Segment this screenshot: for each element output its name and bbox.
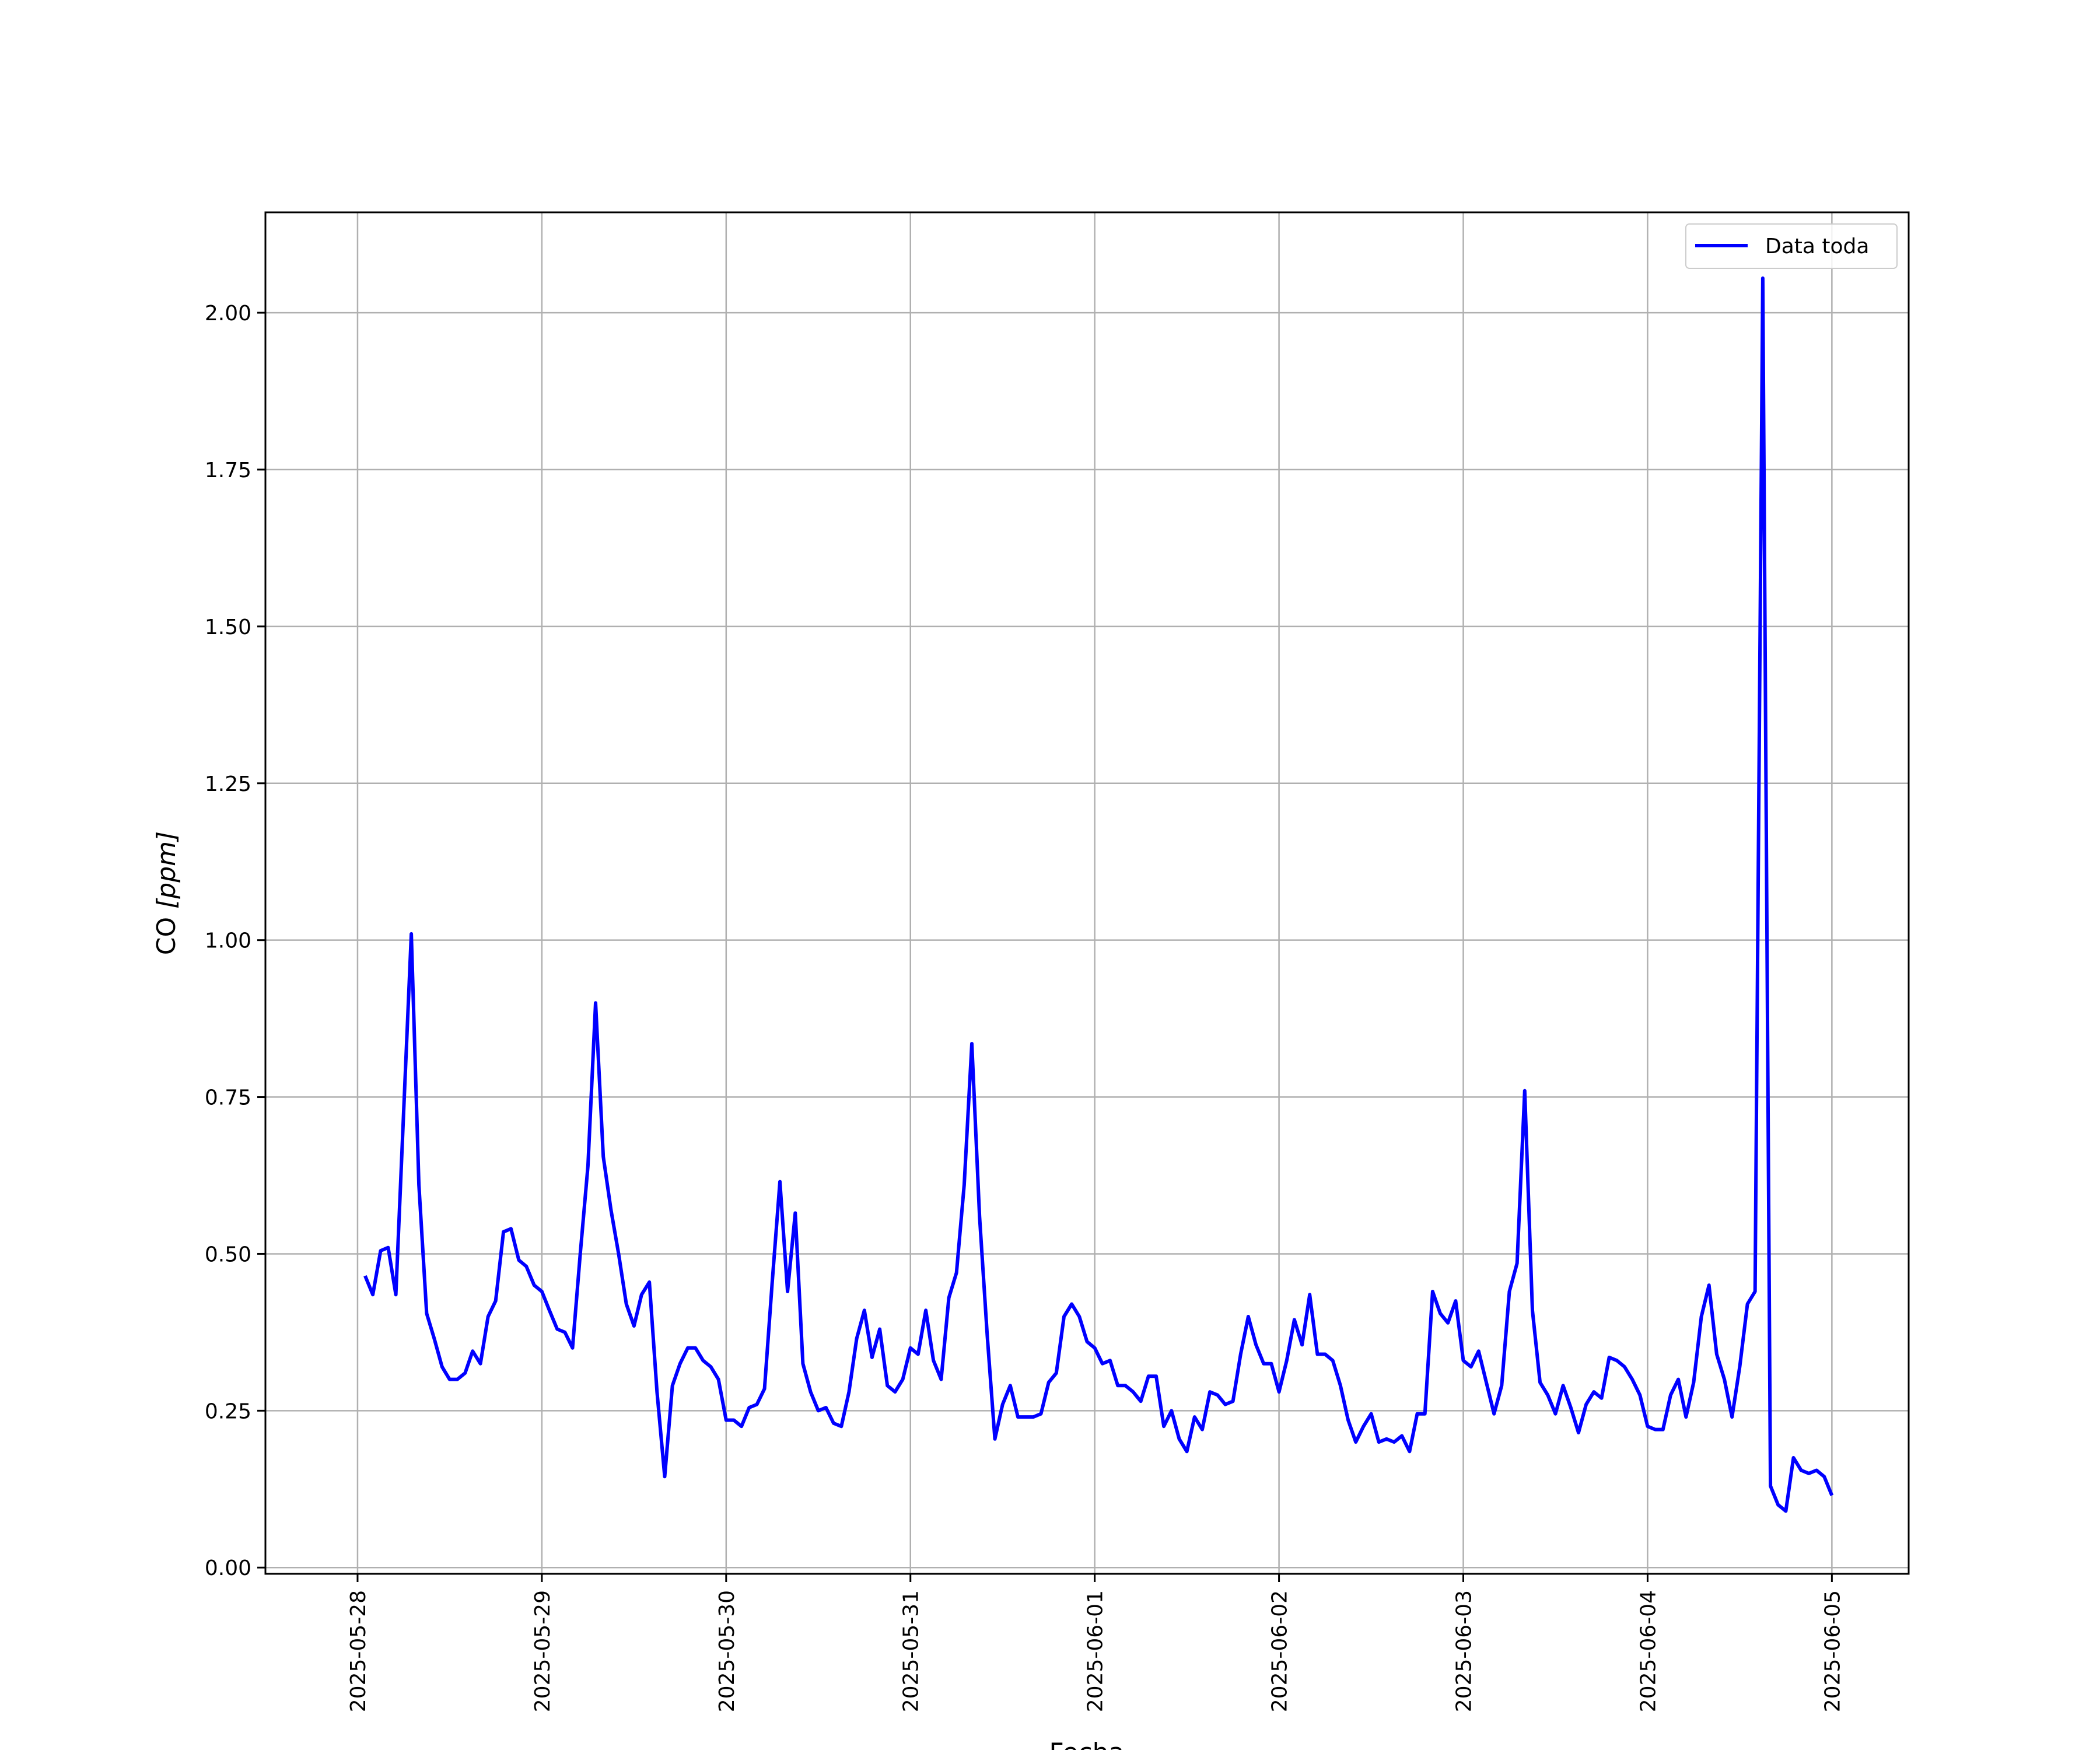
x-tick-label: 2025-06-04 <box>1636 1590 1660 1712</box>
y-tick-label: 0.75 <box>205 1086 251 1110</box>
x-tick-label: 2025-06-02 <box>1268 1590 1292 1712</box>
legend: Data toda <box>1685 223 1898 269</box>
x-tick-label: 2025-05-29 <box>531 1590 555 1712</box>
x-tick-label: 2025-05-31 <box>900 1590 923 1712</box>
x-tick-label: 2025-06-05 <box>1821 1590 1845 1712</box>
series-line-0 <box>363 276 1834 1513</box>
y-tick-label: 0.25 <box>205 1399 251 1423</box>
y-tick-label: 1.75 <box>205 459 251 482</box>
x-tick-label: 2025-05-28 <box>346 1590 370 1712</box>
x-tick-label: 2025-05-30 <box>715 1590 739 1712</box>
legend-box <box>1685 223 1898 269</box>
x-axis-label: Fecha <box>1049 1738 1124 1750</box>
grid-lines <box>265 212 1909 1574</box>
y-tick-label: 1.25 <box>205 772 251 796</box>
y-tick-label: 1.50 <box>205 615 251 639</box>
legend-label: Data toda <box>1765 235 1869 258</box>
y-tick-label: 2.00 <box>205 302 251 326</box>
y-tick-label: 0.00 <box>205 1556 251 1580</box>
plot-frame <box>264 211 1910 1575</box>
x-axis: 2025-05-28 2025-05-29 2025-05-30 2025-05-31… <box>346 1574 1845 1712</box>
y-axis: 0.00 0.25 0.50 0.75 1.00 1.25 1.50 1.75 2.00 <box>205 302 265 1580</box>
x-tick-label: 2025-06-01 <box>1084 1590 1108 1712</box>
y-tick-label: 1.00 <box>205 929 251 953</box>
x-tick-label: 2025-06-03 <box>1452 1590 1476 1712</box>
y-axis-label-main: CO <box>152 909 181 955</box>
y-axis-label-unit: [ppm] <box>152 831 181 909</box>
y-axis-label: CO [ppm] <box>152 831 181 955</box>
series-layer <box>363 276 1834 1513</box>
y-tick-label: 0.50 <box>205 1242 251 1266</box>
